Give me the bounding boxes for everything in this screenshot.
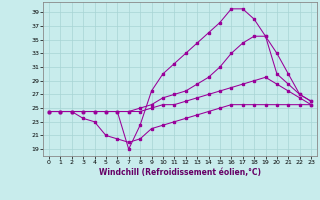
X-axis label: Windchill (Refroidissement éolien,°C): Windchill (Refroidissement éolien,°C) bbox=[99, 168, 261, 177]
